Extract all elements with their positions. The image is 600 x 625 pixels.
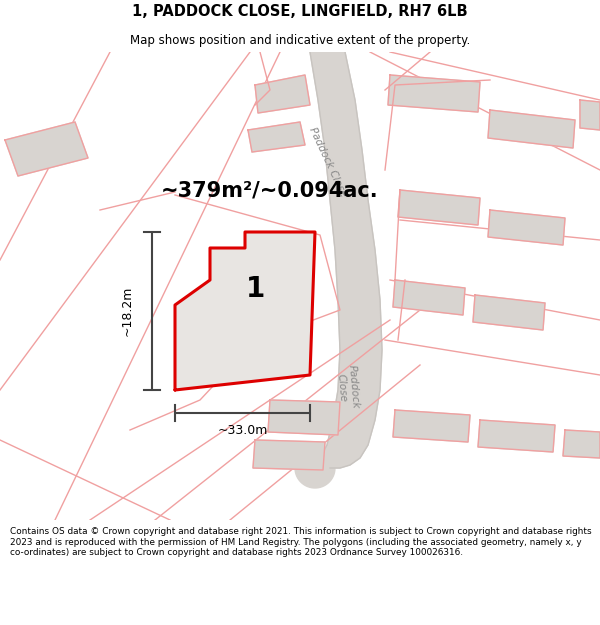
Polygon shape (488, 210, 565, 245)
Polygon shape (478, 420, 555, 452)
Text: 1, PADDOCK CLOSE, LINGFIELD, RH7 6LB: 1, PADDOCK CLOSE, LINGFIELD, RH7 6LB (132, 4, 468, 19)
Text: 1: 1 (246, 275, 265, 302)
Polygon shape (5, 122, 88, 176)
Text: Map shows position and indicative extent of the property.: Map shows position and indicative extent… (130, 34, 470, 47)
Polygon shape (398, 190, 480, 225)
Polygon shape (388, 75, 480, 112)
Text: Paddock Close: Paddock Close (308, 126, 349, 198)
Text: ~33.0m: ~33.0m (217, 424, 268, 438)
Polygon shape (563, 430, 600, 458)
Polygon shape (393, 280, 465, 315)
Polygon shape (253, 440, 325, 470)
Polygon shape (255, 75, 310, 113)
Polygon shape (488, 110, 575, 148)
Text: ~18.2m: ~18.2m (121, 286, 133, 336)
Text: ~379m²/~0.094ac.: ~379m²/~0.094ac. (161, 180, 379, 200)
Polygon shape (175, 232, 315, 390)
Polygon shape (295, 52, 382, 468)
Polygon shape (473, 295, 545, 330)
Text: Contains OS data © Crown copyright and database right 2021. This information is : Contains OS data © Crown copyright and d… (10, 528, 592, 557)
Polygon shape (393, 410, 470, 442)
Polygon shape (248, 122, 305, 152)
Polygon shape (268, 400, 340, 435)
Polygon shape (295, 468, 335, 488)
Polygon shape (580, 100, 600, 130)
Text: Paddock
Close: Paddock Close (335, 364, 361, 410)
